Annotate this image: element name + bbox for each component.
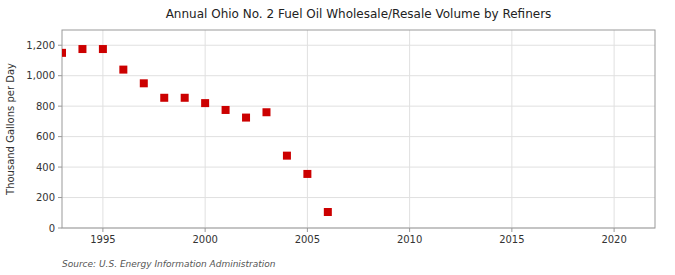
- points: [62, 45, 332, 216]
- y-tick-label: 600: [36, 131, 55, 142]
- plot-frame: [62, 30, 655, 228]
- x-axis: 1995 2000 2005 2010 2015 2020: [90, 228, 627, 245]
- y-tick-label: 200: [36, 192, 55, 203]
- point: [201, 99, 209, 107]
- grid-line-y: [62, 106, 655, 107]
- x-tick: [511, 228, 512, 232]
- source-note: Source: U.S. Energy Information Administ…: [62, 259, 276, 269]
- point: [303, 170, 311, 178]
- point: [62, 49, 66, 57]
- grid-line-y: [62, 45, 655, 46]
- point: [283, 152, 291, 160]
- point: [78, 45, 86, 53]
- point: [262, 108, 270, 116]
- y-tick: [58, 136, 62, 137]
- point: [324, 208, 332, 216]
- x-tick-label: 2010: [397, 234, 422, 245]
- grid-line-y: [62, 197, 655, 198]
- grid-line-x: [102, 30, 103, 228]
- grid-line-x: [409, 30, 410, 228]
- y-tick-label: 1,200: [26, 40, 55, 51]
- point: [181, 94, 189, 102]
- x-tick-label: 2020: [601, 234, 626, 245]
- x-tick: [205, 228, 206, 232]
- y-tick: [58, 106, 62, 107]
- grid: [62, 30, 655, 228]
- x-tick: [614, 228, 615, 232]
- x-tick-label: 2000: [192, 234, 217, 245]
- y-tick: [58, 197, 62, 198]
- y-tick-label: 400: [36, 162, 55, 173]
- x-tick: [409, 228, 410, 232]
- chart-container: 0 200 400 600 800 1,000 1,200 1995 2000 2005 2010 2…: [0, 0, 675, 275]
- point: [99, 45, 107, 53]
- x-tick-label: 1995: [90, 234, 115, 245]
- y-tick-label: 1,000: [26, 70, 55, 81]
- x-tick: [307, 228, 308, 232]
- point: [160, 94, 168, 102]
- x-tick-label: 2005: [295, 234, 320, 245]
- y-tick-label: 0: [49, 223, 55, 234]
- x-tick: [102, 228, 103, 232]
- grid-line-x: [614, 30, 615, 228]
- point: [119, 66, 127, 74]
- plot-area: [62, 30, 655, 228]
- grid-line-x: [205, 30, 206, 228]
- grid-line-x: [511, 30, 512, 228]
- y-tick: [58, 75, 62, 76]
- grid-line-y: [62, 75, 655, 76]
- point: [222, 106, 230, 114]
- y-axis-label: Thousand Gallons per Day: [5, 63, 16, 196]
- grid-line-y: [62, 136, 655, 137]
- y-tick: [58, 167, 62, 168]
- y-tick: [58, 228, 62, 229]
- y-tick: [58, 45, 62, 46]
- grid-line-x: [307, 30, 308, 228]
- y-axis: 0 200 400 600 800 1,000 1,200: [26, 40, 62, 234]
- title: Annual Ohio No. 2 Fuel Oil Wholesale/Res…: [166, 7, 552, 21]
- y-tick-label: 800: [36, 101, 55, 112]
- point: [242, 114, 250, 122]
- x-tick-label: 2015: [499, 234, 524, 245]
- point: [140, 79, 148, 87]
- grid-line-y: [62, 167, 655, 168]
- chart-svg: 0 200 400 600 800 1,000 1,200 1995 2000 2005 2010 2…: [0, 0, 675, 275]
